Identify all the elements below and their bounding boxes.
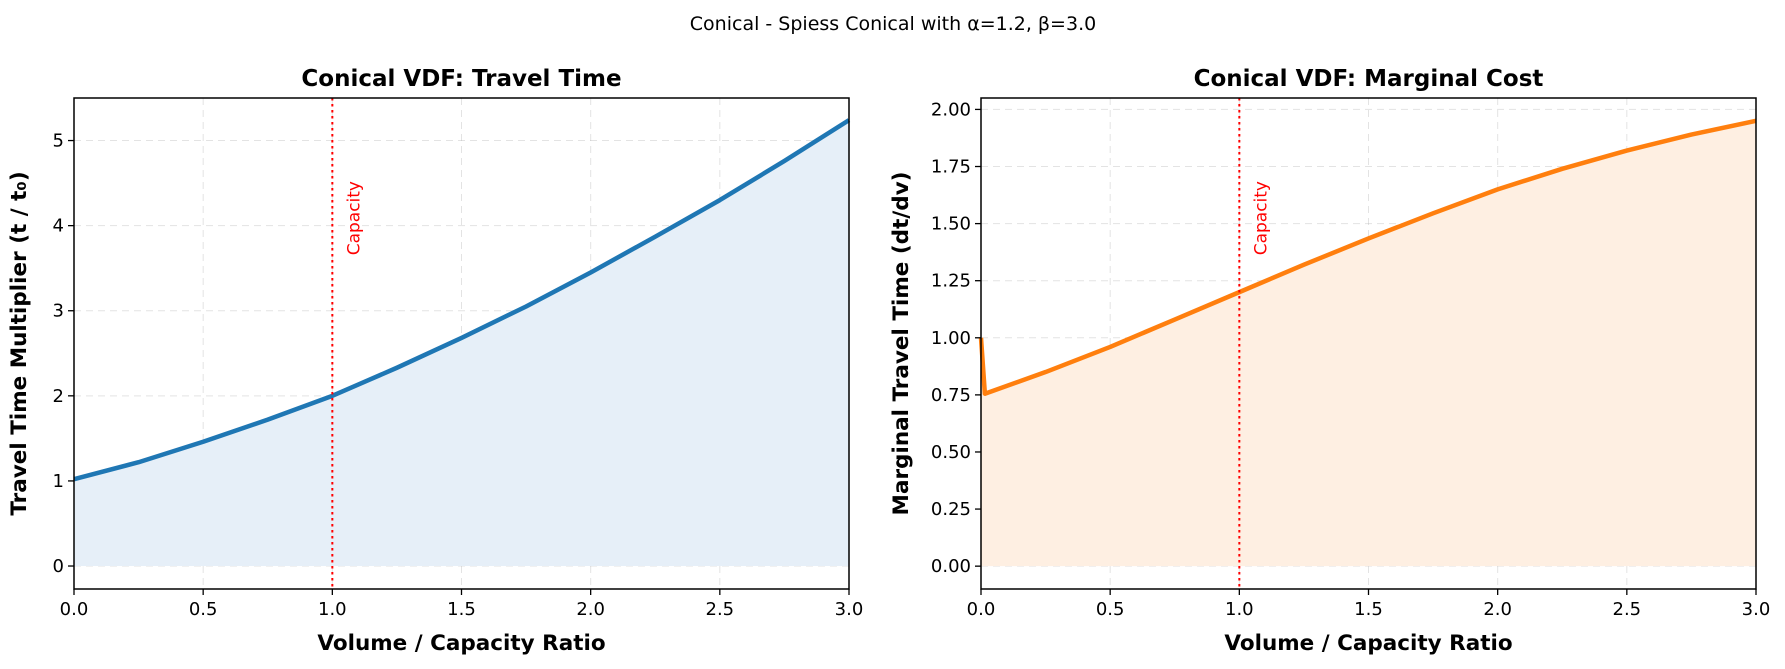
marginal-cost-xlabel: Volume / Capacity Ratio	[1224, 631, 1512, 656]
travel-time-ylabel: Travel Time Multiplier (t / t₀)	[7, 171, 32, 515]
marginal-cost-title: Conical VDF: Marginal Cost	[1194, 66, 1544, 92]
marginal-cost-xtick-label-1: 0.5	[1096, 599, 1125, 620]
marginal-cost-ytick-label-5: 1.25	[931, 271, 971, 292]
marginal-cost-ytick-label-7: 1.75	[931, 157, 971, 178]
travel-time-xtick-label-0: 0.0	[60, 599, 89, 620]
marginal-cost-ytick-label-1: 0.25	[931, 499, 971, 520]
travel-time-plot-area: 0.0 0.5 1.0 1.5 2.0 2.5 3.0 0 1 2 3 4 5	[53, 97, 864, 620]
marginal-cost-panel: 0.0 0.5 1.0 1.5 2.0 2.5 3.0 0.00 0.25 0.50 0.75 1.0…	[889, 66, 1770, 656]
marginal-cost-xtick-label-4: 2.0	[1483, 599, 1512, 620]
travel-time-capacity-label: Capacity	[344, 181, 364, 255]
travel-time-ytick-label-5: 5	[53, 131, 64, 152]
figure-suptitle: Conical - Spiess Conical with α=1.2, β=3…	[690, 13, 1096, 35]
travel-time-xtick-label-5: 2.5	[706, 599, 735, 620]
travel-time-ytick-label-1: 1	[53, 471, 64, 492]
marginal-cost-xtick-label-0: 0.0	[967, 599, 996, 620]
marginal-cost-ytick-label-2: 0.50	[931, 442, 971, 463]
marginal-cost-ylabel: Marginal Travel Time (dt/dv)	[889, 172, 914, 516]
travel-time-title: Conical VDF: Travel Time	[301, 66, 621, 92]
marginal-cost-xtick-label-3: 1.5	[1354, 599, 1383, 620]
marginal-cost-plot-area: 0.0 0.5 1.0 1.5 2.0 2.5 3.0 0.00 0.25 0.50 0.75 1.0…	[931, 97, 1771, 620]
travel-time-xtick-label-3: 1.5	[447, 599, 476, 620]
marginal-cost-xtick-label-2: 1.0	[1225, 599, 1254, 620]
travel-time-xlabel: Volume / Capacity Ratio	[317, 631, 605, 656]
marginal-cost-ytick-label-8: 2.00	[931, 99, 971, 120]
travel-time-ytick-label-2: 2	[53, 386, 64, 407]
marginal-cost-series-line-0	[978, 118, 1757, 396]
marginal-cost-ytick-label-6: 1.50	[931, 214, 971, 235]
marginal-cost-ytick-label-3: 0.75	[931, 385, 971, 406]
travel-time-xtick-label-1: 0.5	[189, 599, 218, 620]
travel-time-xtick-label-6: 3.0	[835, 599, 864, 620]
marginal-cost-xtick-label-5: 2.5	[1613, 599, 1642, 620]
marginal-cost-series-fill-0	[981, 120, 1756, 567]
marginal-cost-ytick-label-0: 0.00	[931, 556, 971, 577]
travel-time-ytick-label-3: 3	[53, 301, 64, 322]
travel-time-ytick-label-0: 0	[53, 556, 64, 577]
travel-time-xtick-label-2: 1.0	[318, 599, 347, 620]
marginal-cost-capacity-label: Capacity	[1251, 181, 1271, 255]
travel-time-ytick-label-4: 4	[53, 216, 64, 237]
travel-time-series-line-0	[73, 118, 851, 482]
travel-time-xtick-label-4: 2.0	[576, 599, 605, 620]
travel-time-series-fill-0	[74, 120, 849, 567]
marginal-cost-ytick-label-4: 1.00	[931, 328, 971, 349]
travel-time-panel: 0.0 0.5 1.0 1.5 2.0 2.5 3.0 0 1 2 3 4 5 Conical VDF:…	[7, 66, 863, 656]
marginal-cost-xtick-label-6: 3.0	[1742, 599, 1771, 620]
